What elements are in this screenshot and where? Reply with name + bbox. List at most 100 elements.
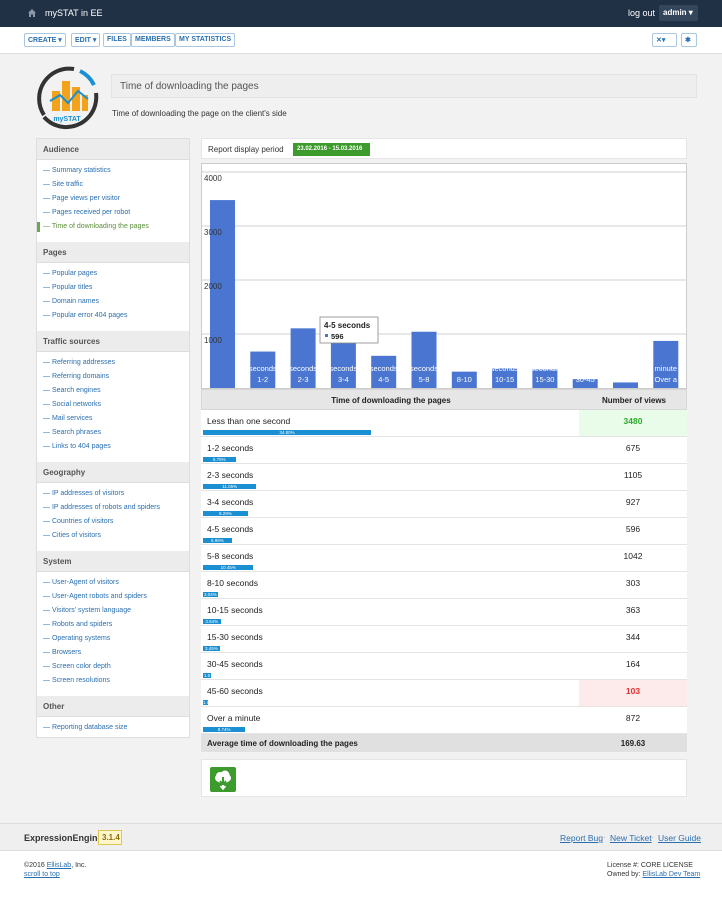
site-name-link[interactable]: mySTAT in EE	[45, 8, 103, 18]
sidebar-item-label: Popular pages	[51, 270, 98, 277]
sidebar-item[interactable]: — IP addresses of visitors	[43, 490, 124, 497]
report-bug-link[interactable]: Report Bug	[560, 833, 603, 843]
sidebar-item[interactable]: — Pages received per robot	[43, 209, 130, 216]
sidebar-item[interactable]: — Site traffic	[43, 181, 83, 188]
y-tick-label: 1000	[204, 336, 222, 345]
sidebar-item[interactable]: — Popular pages	[43, 270, 97, 277]
sidebar-item[interactable]: — Operating systems	[43, 635, 110, 642]
export-panel	[201, 759, 687, 797]
table-row: 30-45 seconds 1.6 164	[201, 653, 687, 680]
percent-bar: 1.6	[203, 673, 211, 678]
files-button[interactable]: FILES	[103, 33, 131, 47]
dash-icon: —	[43, 663, 52, 670]
separator: ·	[651, 833, 654, 842]
create-menu-button[interactable]: CREATE ▾	[24, 33, 66, 47]
user-guide-link[interactable]: User Guide	[658, 833, 701, 843]
scroll-to-top-link[interactable]: scroll to top	[24, 871, 60, 878]
dash-icon: —	[43, 443, 52, 450]
sidebar-item[interactable]: — User-Agent robots and spiders	[43, 593, 147, 600]
settings-button[interactable]: ✱	[681, 33, 697, 47]
dash-icon: —	[43, 359, 52, 366]
column-header-views[interactable]: Number of views	[601, 396, 666, 405]
percent-text: 9.29%	[219, 511, 232, 516]
x-tick-label: seconds	[450, 364, 478, 373]
sidebar-item-label: IP addresses of visitors	[51, 490, 125, 497]
x-tick-label: seconds	[410, 364, 438, 373]
sidebar-item[interactable]: — Robots and spiders	[43, 621, 112, 628]
sidebar-item[interactable]: — Referring domains	[43, 373, 109, 380]
percent-text: 10.45%	[220, 565, 236, 570]
sidebar-item[interactable]: — User-Agent of visitors	[43, 579, 119, 586]
percent-bar: 1.0	[203, 700, 208, 705]
user-menu-button[interactable]: admin ▾	[659, 5, 698, 21]
average-label: Average time of downloading the pages	[207, 739, 358, 748]
home-icon[interactable]	[27, 8, 37, 18]
column-header-time[interactable]: Time of downloading the pages	[331, 396, 451, 405]
sidebar-item[interactable]: — Summary statistics	[43, 167, 111, 174]
row-value: 3480	[579, 410, 687, 436]
wrench-icon: ✕	[656, 37, 662, 44]
sidebar-item[interactable]: — Screen resolutions	[43, 677, 110, 684]
chart-bar	[411, 331, 437, 388]
sidebar-item[interactable]: — IP addresses of robots and spiders	[43, 504, 160, 511]
row-value: 1105	[623, 470, 643, 480]
my-statistics-button[interactable]: MY STATISTICS	[175, 33, 236, 47]
sidebar-item-label: Search engines	[51, 387, 101, 394]
percent-text: 11.05%	[222, 484, 238, 489]
sidebar-item[interactable]: — Search phrases	[43, 429, 101, 436]
percent-text: 34.80%	[279, 430, 295, 435]
sidebar-item-label: Time of downloading the pages	[51, 223, 149, 230]
x-tick-label: 15-30	[535, 375, 554, 384]
x-tick-label: 1-2	[257, 375, 268, 384]
owner-link[interactable]: EllisLab Dev Team	[642, 871, 701, 878]
sidebar-item[interactable]: — Screen color depth	[43, 663, 111, 670]
x-tick-label: seconds	[289, 364, 317, 373]
sidebar-section-heading: System	[37, 551, 189, 572]
sidebar-item-label: Cities of visitors	[51, 532, 101, 539]
logout-link[interactable]: log out	[628, 8, 656, 18]
chart-bar	[210, 200, 235, 388]
report-period-bar: Report display period 23.02.2016 - 15.03…	[201, 138, 687, 159]
bar-chart-svg: 4000 3000 2000 1000 seconds 1-2 seconds 2-3 seco…	[202, 171, 686, 388]
sidebar-item[interactable]: — Search engines	[43, 387, 101, 394]
sidebar-nav: Audience — Summary statistics — Site traff…	[36, 138, 190, 738]
footer: ExpressionEngine 3.1.4 Report Bug · New …	[0, 823, 722, 900]
sidebar-item[interactable]: — Popular titles	[43, 284, 92, 291]
sidebar-item[interactable]: — Social networks	[43, 401, 101, 408]
sidebar-item[interactable]: — Countries of visitors	[43, 518, 113, 525]
x-tick-label: 4-5	[378, 375, 389, 384]
row-label: 4-5 seconds	[207, 524, 254, 534]
edit-menu-button[interactable]: EDIT ▾	[71, 33, 101, 47]
report-period-badge[interactable]: 23.02.2016 - 15.03.2016	[293, 143, 370, 156]
sidebar-item-label: Popular titles	[51, 284, 93, 291]
row-label: 10-15 seconds	[207, 605, 263, 615]
sidebar-item[interactable]: — Mail services	[43, 415, 92, 422]
sidebar-item-label: Browsers	[51, 649, 82, 656]
tools-menu-button[interactable]: ✕▾	[652, 33, 677, 47]
table-row: Less than one second 34.80% 3480	[201, 410, 687, 437]
sidebar-item-label: Referring domains	[51, 373, 110, 380]
download-export-button[interactable]	[210, 767, 236, 792]
ellislab-link[interactable]: EllisLab	[46, 862, 72, 869]
x-tick-label: seconds	[571, 364, 599, 373]
members-button[interactable]: MEMBERS	[131, 33, 175, 47]
sidebar-item[interactable]: — Referring addresses	[43, 359, 115, 366]
sidebar-item[interactable]: — Popular error 404 pages	[43, 312, 127, 319]
sidebar-item[interactable]: — Page views per visitor	[43, 195, 120, 202]
sidebar-item[interactable]: — Links to 404 pages	[43, 443, 111, 450]
dash-icon: —	[43, 223, 52, 230]
sidebar-item[interactable]: — Domain names	[43, 298, 99, 305]
row-value: 344	[625, 632, 641, 642]
dash-icon: —	[43, 312, 52, 319]
chart-bar	[613, 382, 638, 388]
dash-icon: —	[43, 579, 52, 586]
sidebar-item[interactable]: — Cities of visitors	[43, 532, 101, 539]
sidebar-item[interactable]: — Browsers	[43, 649, 81, 656]
x-tick-label: 30-45	[576, 375, 595, 384]
table-row: 2-3 seconds 11.05% 1105	[201, 464, 687, 491]
table-footer: Average time of downloading the pages 169…	[201, 734, 687, 752]
sidebar-item[interactable]: — Reporting database size	[43, 724, 127, 731]
sidebar-item[interactable]: — Time of downloading the pages	[43, 223, 149, 230]
new-ticket-link[interactable]: New Ticket	[610, 833, 652, 843]
sidebar-item[interactable]: — Visitors' system language	[43, 607, 131, 614]
